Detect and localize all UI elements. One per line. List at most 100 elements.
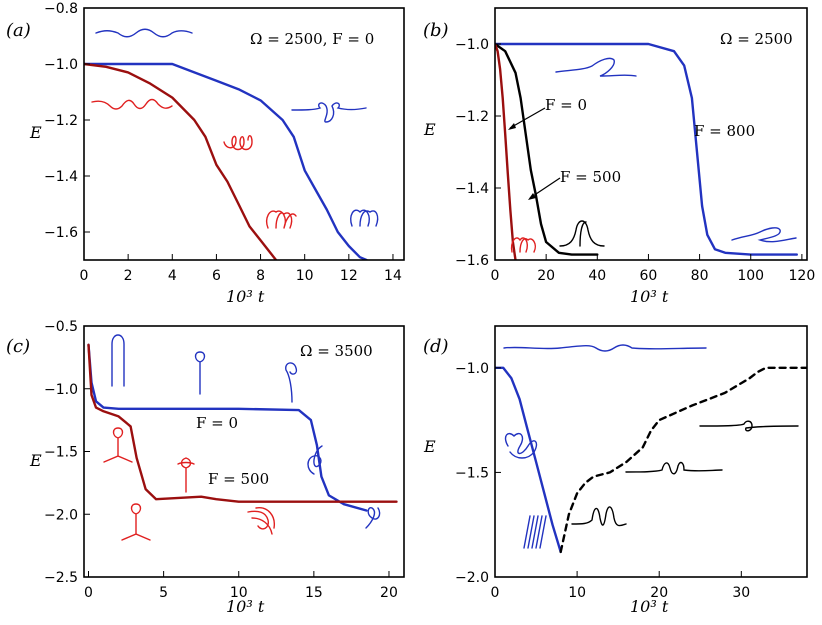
panel-b-thumb-blue-bottom <box>731 227 797 243</box>
panel-c-thumb-hairpin-blue <box>111 334 125 387</box>
panel-d-series-1 <box>559 366 807 554</box>
panel-d-xtick-label-1: 10 <box>568 585 586 601</box>
panel-b-thumb-red <box>510 237 537 253</box>
panel-a-ylabel: E <box>29 123 42 142</box>
panel-a-label: (a) <box>6 20 31 41</box>
panel-b-xtick-label-6: 120 <box>789 268 816 284</box>
panel-c-xlabel: 10³ t <box>226 597 265 616</box>
panel-a-xtick-label-1: 2 <box>124 268 133 284</box>
panel-d-xtick-label-3: 30 <box>732 585 750 601</box>
panel-b-thumb-black <box>559 220 605 247</box>
panel-a-xtick-label-4: 8 <box>256 268 265 284</box>
panel-d-thumb-coil-blue <box>523 515 547 549</box>
panel-b: 0 20 40 60 80 100 120 −1.0 −1.2 −1.4 −1.6 (b) Ω = … <box>423 7 815 306</box>
panel-b-arrow-f500 <box>529 177 561 199</box>
panel-d-curves <box>495 366 807 554</box>
panel-a-series-0 <box>84 62 368 260</box>
panel-b-xtick-label-5: 100 <box>737 268 764 284</box>
panel-a-xtick-label-3: 6 <box>212 268 221 284</box>
panel-b-arrow-f0 <box>509 107 546 129</box>
panel-c-xtick-label-3: 15 <box>305 585 323 601</box>
panel-b-annotation: Ω = 2500 <box>720 30 793 48</box>
panel-a-ticks: 0 2 4 6 8 10 12 14 −0.8 −1.0 −1.2 −1.4 −1.6 <box>44 1 402 284</box>
panel-b-series-0 <box>495 42 798 256</box>
panel-c-thumb-stem2-red <box>121 503 151 541</box>
panel-d-thumb-wave-blue <box>503 344 707 352</box>
panel-d-xlabel: 10³ t <box>630 597 669 616</box>
panel-a-ytick-label-4: −1.6 <box>44 225 78 241</box>
panel-c-thumb-swirl-red <box>247 507 275 535</box>
panel-a-ytick-label-1: −1.0 <box>44 57 78 73</box>
panel-d-thumb-wave-black-1 <box>699 420 799 432</box>
panel-b-label: (b) <box>423 20 449 41</box>
panel-c-thumb-bud-red <box>177 457 195 493</box>
panel-a-xtick-label-7: 14 <box>384 268 402 284</box>
panel-b-xlabel: 10³ t <box>630 287 669 306</box>
panel-b-ytick-label-2: −1.4 <box>455 181 489 197</box>
panel-d-label: (d) <box>423 336 449 357</box>
panel-c-xtick-label-2: 10 <box>230 585 248 601</box>
panel-d: 0 10 20 30 −1.0 −1.5 −2.0 (d) E 10³ t <box>423 325 808 616</box>
panel-c-ytick-label-4: −2.5 <box>44 570 78 586</box>
panel-d-thumb-wave-black-2 <box>625 461 723 475</box>
panel-a-xtick-label-5: 10 <box>296 268 314 284</box>
panel-d-xtick-label-0: 0 <box>491 585 500 601</box>
panel-b-xtick-label-1: 20 <box>537 268 555 284</box>
panel-c-ytick-label-0: −0.5 <box>44 319 78 335</box>
panel-a-thumb-loops-red <box>223 135 253 151</box>
panel-a-xlabel: 10³ t <box>226 287 265 306</box>
panel-b-xtick-label-3: 60 <box>640 268 658 284</box>
panel-b-label-f500: F = 500 <box>560 168 621 186</box>
panel-d-ytick-label-2: −2.0 <box>455 570 489 586</box>
panel-c-ytick-label-1: −1.0 <box>44 382 78 398</box>
panel-a-curves <box>84 62 368 260</box>
panel-c-annotation: Ω = 3500 <box>300 342 373 360</box>
panel-d-frame <box>494 325 808 578</box>
panel-c-ticks: 0 5 10 15 20 −0.5 −1.0 −1.5 −2.0 −2.5 <box>44 319 398 601</box>
panel-b-ylabel: E <box>423 120 436 139</box>
panel-a-frame <box>83 7 405 261</box>
panel-b-series-2 <box>495 42 517 260</box>
panel-c-label-f0: F = 0 <box>196 414 238 432</box>
panel-c-label: (c) <box>6 336 30 357</box>
panel-c-thumb-stem-blue <box>194 351 206 395</box>
panel-a-thumb-knot-blue <box>291 102 367 123</box>
panel-b-arrowhead-f500 <box>528 193 536 200</box>
panel-b-ytick-label-3: −1.6 <box>455 253 489 269</box>
panel-c: 0 5 10 15 20 −0.5 −1.0 −1.5 −2.0 −2.5 (c) Ω = 350… <box>6 319 405 616</box>
panel-b-xtick-label-0: 0 <box>491 268 500 284</box>
panel-c-ytick-label-2: −1.5 <box>44 445 78 461</box>
panel-c-ylabel: E <box>29 451 42 470</box>
panel-d-ytick-label-1: −1.5 <box>455 465 489 481</box>
panel-d-series-0 <box>495 366 562 554</box>
panel-d-ticks: 0 10 20 30 −1.0 −1.5 −2.0 <box>455 361 750 601</box>
panel-c-thumb-stem-red <box>103 427 133 463</box>
panel-d-thumb-knot-blue <box>504 432 538 459</box>
panel-a-annotation: Ω = 2500, F = 0 <box>250 30 374 48</box>
panel-b-ticks: 0 20 40 60 80 100 120 −1.0 −1.2 −1.4 −1.6 <box>455 37 815 284</box>
panel-c-xtick-label-0: 0 <box>84 585 93 601</box>
panel-a-thumb-cluster-blue <box>350 209 379 227</box>
panel-c-curves <box>87 343 398 512</box>
panel-a-ytick-label-3: −1.4 <box>44 169 78 185</box>
panel-d-thumb-wave-black-3 <box>571 506 627 527</box>
panel-a-xtick-label-6: 12 <box>340 268 358 284</box>
panel-b-xtick-label-2: 40 <box>588 268 606 284</box>
panel-c-ytick-label-3: −2.0 <box>44 507 78 523</box>
panel-a: 0 2 4 6 8 10 12 14 −0.8 −1.0 −1.2 −1.4 −1.6 (a) Ω = … <box>6 1 405 306</box>
panel-b-curves <box>495 42 798 260</box>
panel-a-thumb-cluster-red <box>266 210 297 229</box>
panel-d-xtick-label-2: 20 <box>650 585 668 601</box>
panel-a-ytick-label-0: −0.8 <box>44 1 78 17</box>
panel-a-ytick-label-2: −1.2 <box>44 113 78 129</box>
panel-b-arrowhead-f0 <box>508 123 516 130</box>
panel-c-series-1 <box>87 343 398 503</box>
panel-b-frame <box>494 7 808 261</box>
panel-b-ytick-label-1: −1.2 <box>455 109 489 125</box>
panel-a-xtick-label-2: 4 <box>168 268 177 284</box>
panel-c-thumb-loop-blue <box>307 445 323 475</box>
panel-a-xtick-label-0: 0 <box>80 268 89 284</box>
panel-a-thumb-wave-red <box>91 98 173 110</box>
panel-c-xtick-label-4: 20 <box>380 585 398 601</box>
